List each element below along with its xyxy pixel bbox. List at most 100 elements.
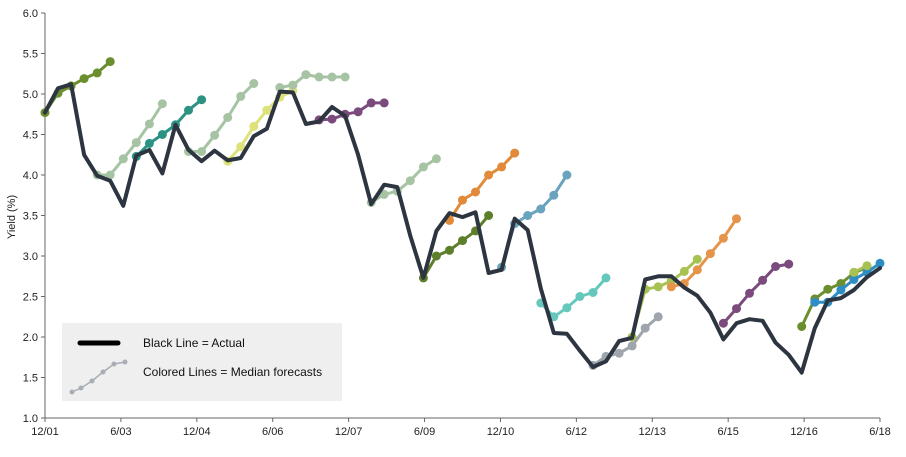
legend-forecast-swatch-point [111,361,117,367]
forecast-point [223,113,233,122]
forecast-point [705,249,715,259]
y-tick-labels: 1.0 1.5 2.0 2.5 3.0 3.5 4.0 4.5 5.0 5.5 6.0 [23,8,38,425]
y-tick-label: 1.5 [23,373,38,385]
forecast-point [327,72,337,82]
x-tick-label: 6/03 [110,426,131,438]
x-tick-labels: 12/01 6/03 12/04 6/06 12/07 6/09 12/10 6/12 12/1… [31,426,890,438]
forecast-point [849,275,859,284]
forecast-point [836,279,846,288]
forecast-point [471,187,480,197]
x-tick-label: 6/18 [869,426,890,438]
forecast-point [236,91,246,101]
forecast-series [40,57,885,370]
forecast-point [249,121,259,131]
forecast-point [653,312,663,322]
x-tick-label: 12/13 [639,426,667,438]
forecast-point [197,95,207,105]
x-tick-label: 6/06 [262,426,283,438]
forecast-point [653,282,663,292]
legend-forecast-swatch-point [69,389,75,395]
forecast-point [379,98,389,108]
forecast-point [497,162,507,172]
forecast-point [157,130,167,139]
legend-forecast-label: Colored Lines = Median forecasts [143,365,322,379]
forecast-line-path [43,60,112,114]
forecast-line-path [722,262,789,325]
forecast-point [157,99,167,109]
forecast-line [275,70,350,92]
forecast-point [118,154,128,164]
forecast-point [379,189,389,199]
x-tick-label: 6/15 [717,426,738,438]
legend-forecast-swatch [69,359,128,395]
forecast-line [810,258,885,307]
forecast-point [92,68,102,78]
forecast-point [810,297,820,307]
forecast-point [405,176,415,186]
forecast-line [92,99,167,180]
x-tick-label: 6/09 [414,426,435,438]
forecast-line [366,154,441,207]
legend-actual-label: Black Line = Actual [143,336,245,350]
forecast-point [353,107,363,117]
forecast-point [262,105,272,115]
legend-box [62,323,342,401]
forecast-point [875,258,885,268]
forecast-line [40,57,115,118]
y-tick-label: 3.5 [23,211,38,223]
forecast-point [562,170,572,180]
forecast-point [131,138,141,148]
legend-forecast-swatch-point [100,369,106,375]
forecast-point [732,214,741,224]
actual-series [43,82,882,375]
forecast-point [431,251,441,261]
forecast-point [849,267,859,277]
axes [41,12,881,422]
forecast-point [718,233,728,243]
forecast-line [666,214,741,292]
forecast-point [692,265,702,275]
forecast-line [627,254,702,342]
forecast-point [562,303,572,313]
x-tick-label: 12/10 [487,426,515,438]
forecast-point [79,74,89,84]
y-tick-label: 4.5 [23,130,38,142]
y-tick-label: 2.0 [23,332,38,344]
forecast-point [784,259,794,269]
forecast-point [418,162,428,172]
forecast-point [484,170,494,180]
forecast-line [718,259,794,328]
forecast-line [223,86,298,166]
forecast-point [549,190,559,200]
x-tick-label: 12/01 [31,426,59,438]
forecast-point [836,285,846,295]
forecast-line-path [670,217,738,289]
forecast-point [823,284,833,294]
forecast-point [614,348,624,358]
forecast-point [431,154,441,164]
legend-forecast-swatch-point [122,359,128,365]
forecast-line [445,148,520,225]
forecast-point [588,288,598,297]
y-tick-label: 5.5 [23,49,38,61]
forecast-point [288,80,298,90]
x-tick-label: 12/04 [183,426,211,438]
forecast-point [523,211,533,220]
forecast-point [105,57,115,67]
forecast-line-path [97,102,164,177]
forecast-point [745,288,754,298]
forecast-line [849,261,872,277]
forecast-point [797,322,807,331]
legend-forecast-swatch-point [89,378,95,384]
forecast-point [666,282,676,292]
x-tick-label: 6/12 [566,426,587,438]
forecast-point [105,170,115,180]
forecast-point [458,195,467,205]
forecast-point [340,72,350,82]
actual-line [43,82,882,375]
forecast-point [510,148,520,158]
y-tick-label: 4.0 [23,170,38,182]
forecast-point [732,304,741,314]
y-tick-label: 2.5 [23,292,38,304]
